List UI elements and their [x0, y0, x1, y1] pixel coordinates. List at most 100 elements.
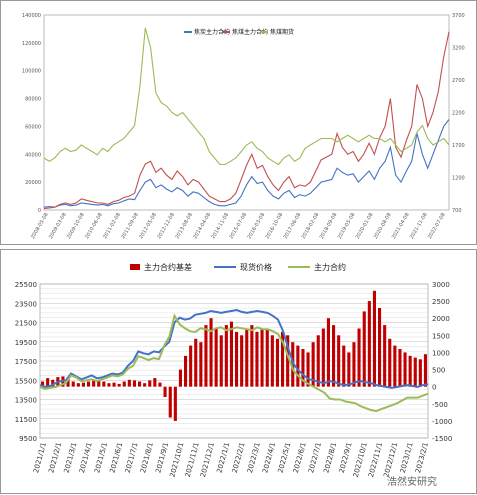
- chart2-basis-bar: [148, 380, 152, 387]
- chart2-basis-bars: [41, 290, 427, 421]
- chart1-left-tick-label: 120000: [22, 41, 41, 47]
- chart1-left-tick-label: 60000: [25, 124, 41, 130]
- chart2-basis-bar: [199, 342, 203, 387]
- chart2-legend-swatch: [130, 264, 140, 270]
- chart2-basis-bar: [127, 379, 131, 387]
- chart2-basis-bar: [316, 335, 320, 387]
- chart2-basis-bar: [403, 352, 407, 387]
- chart2-basis-bar: [224, 325, 228, 387]
- chart1-right-tick-label: 3200: [452, 46, 465, 52]
- chart2-basis-bar: [41, 381, 45, 387]
- chart1-series-lines: [43, 27, 450, 210]
- chart2-basis-bar: [245, 328, 249, 387]
- chart1-right-tick-label: 1700: [452, 143, 465, 149]
- chart1-legend-label: 焦煤主力合约: [232, 28, 268, 36]
- chart2-basis-bar: [347, 352, 351, 387]
- chart2-basis-bar: [163, 386, 167, 397]
- chart1-legend-label: 焦炭主力合约: [194, 28, 230, 36]
- chart2-basis-bar: [301, 349, 305, 387]
- chart2-basis-bar: [122, 381, 126, 387]
- chart2-basis-bar: [153, 378, 157, 387]
- chart2-basis-bar: [71, 381, 75, 387]
- chart2-basis-bar: [76, 383, 80, 387]
- chart1-left-tick-label: 20000: [25, 180, 41, 186]
- chart2-basis-bar: [46, 378, 50, 387]
- chart2-right-tick-label: 2500: [432, 298, 450, 306]
- chart2-basis-bar: [337, 335, 341, 387]
- chart2-basis-bar: [112, 382, 116, 387]
- chart2-right-tick-label: 1000: [432, 349, 450, 357]
- chart2-basis-bar: [321, 328, 325, 387]
- chart2-left-axis-ticks: 9500 11500 13500 15500 17500 19500 21500 23500 2…: [15, 281, 37, 443]
- chart2-basis-bar: [367, 301, 371, 387]
- chart2-left-tick-label: 25500: [15, 281, 37, 289]
- chart2-basis-bar: [352, 342, 356, 387]
- chart2-basis-bar: [209, 318, 213, 387]
- chart2-basis-bar: [184, 355, 188, 387]
- chart2-basis-bar: [178, 369, 182, 387]
- chart2-basis-bar: [66, 378, 70, 387]
- chart2-basis-bar: [158, 382, 162, 387]
- chart2-legend-label: 主力合约: [314, 262, 346, 272]
- chart2-basis-bar: [311, 342, 315, 387]
- chart2-basis-bar: [306, 352, 310, 387]
- chart2-legend-label: 现货价格: [240, 262, 272, 272]
- chart2-basis-bar: [250, 325, 254, 387]
- chart2-frame: [0, 249, 477, 494]
- chart2-basis-bar: [398, 349, 402, 387]
- chart2-basis-bar: [92, 379, 96, 387]
- chart2-basis-bar: [189, 345, 193, 387]
- chart2-left-tick-label: 9500: [19, 435, 37, 443]
- coking-coal-basis-chart: 9500 11500 13500 15500 17500 19500 21500 23500 2…: [0, 249, 477, 494]
- chart2-series-line: [39, 313, 429, 413]
- chart2-right-tick-label: -1000: [432, 418, 452, 426]
- chart1-plot-area: [43, 14, 450, 211]
- chart2-basis-bar: [408, 355, 412, 387]
- chart2-basis-bar: [194, 338, 198, 387]
- chart2-basis-bar: [168, 386, 172, 418]
- chart2-basis-bar: [138, 381, 142, 387]
- chart2-basis-bar: [383, 325, 387, 387]
- chart2-left-tick-label: 15500: [15, 377, 37, 385]
- chart2-basis-bar: [423, 354, 427, 387]
- chart2-right-tick-label: -500: [432, 401, 448, 409]
- chart2-basis-bar: [275, 338, 279, 387]
- chart1-left-axis-ticks: 0 20000 40000 60000 80000 100000 120000 140000: [22, 13, 41, 214]
- chart2-basis-bar: [362, 311, 366, 387]
- chart2-basis-bar: [240, 335, 244, 387]
- chart2-basis-bar: [281, 331, 285, 387]
- watermark: 浩然安研究: [387, 475, 437, 488]
- chart2-legend: 主力合约基差 现货价格 主力合约: [130, 262, 346, 272]
- chart2-basis-bar: [357, 328, 361, 387]
- chart2-left-tick-label: 17500: [15, 358, 37, 366]
- chart1-right-tick-label: 2700: [452, 78, 465, 84]
- chart2-basis-bar: [388, 338, 392, 387]
- chart2-right-tick-label: 1500: [432, 332, 450, 340]
- coking-futures-line-chart: 020000400006000080000100000120000140000 …: [0, 0, 477, 245]
- chart2-basis-bar: [235, 331, 239, 387]
- chart2-series-line: [39, 308, 429, 389]
- chart2-left-tick-label: 21500: [15, 320, 37, 328]
- chart2-basis-bar: [97, 380, 101, 387]
- chart2-basis-bar: [132, 380, 136, 387]
- chart2-right-tick-label: 0: [432, 384, 436, 392]
- chart2-right-tick-label: -1500: [432, 435, 452, 443]
- chart1-left-tick-label: 140000: [22, 13, 41, 19]
- chart2-basis-bar: [204, 325, 208, 387]
- chart1-legend-label: 焦煤期货: [270, 28, 294, 36]
- chart2-right-tick-label: 2000: [432, 315, 450, 323]
- chart2-basis-bar: [342, 345, 346, 387]
- chart2-basis-bar: [270, 335, 274, 387]
- chart2-basis-bar: [418, 359, 422, 387]
- chart2-basis-bar: [173, 386, 177, 421]
- chart2-basis-bar: [107, 383, 111, 387]
- chart2-right-tick-label: 500: [432, 367, 445, 375]
- chart2-basis-bar: [229, 321, 233, 387]
- chart2-basis-bar: [51, 379, 55, 387]
- chart2-right-tick-label: 3000: [432, 281, 450, 289]
- chart1-left-tick-label: 0: [38, 208, 41, 214]
- chart2-basis-bar: [332, 325, 336, 387]
- chart2-left-tick-label: 23500: [15, 300, 37, 308]
- chart1-legend: 焦炭主力合约 焦煤主力合约 焦煤期货: [184, 28, 294, 36]
- chart2-right-axis-ticks: -1500 -1000 -500 0 500 1000 1500 2000 2500 3000: [432, 281, 452, 443]
